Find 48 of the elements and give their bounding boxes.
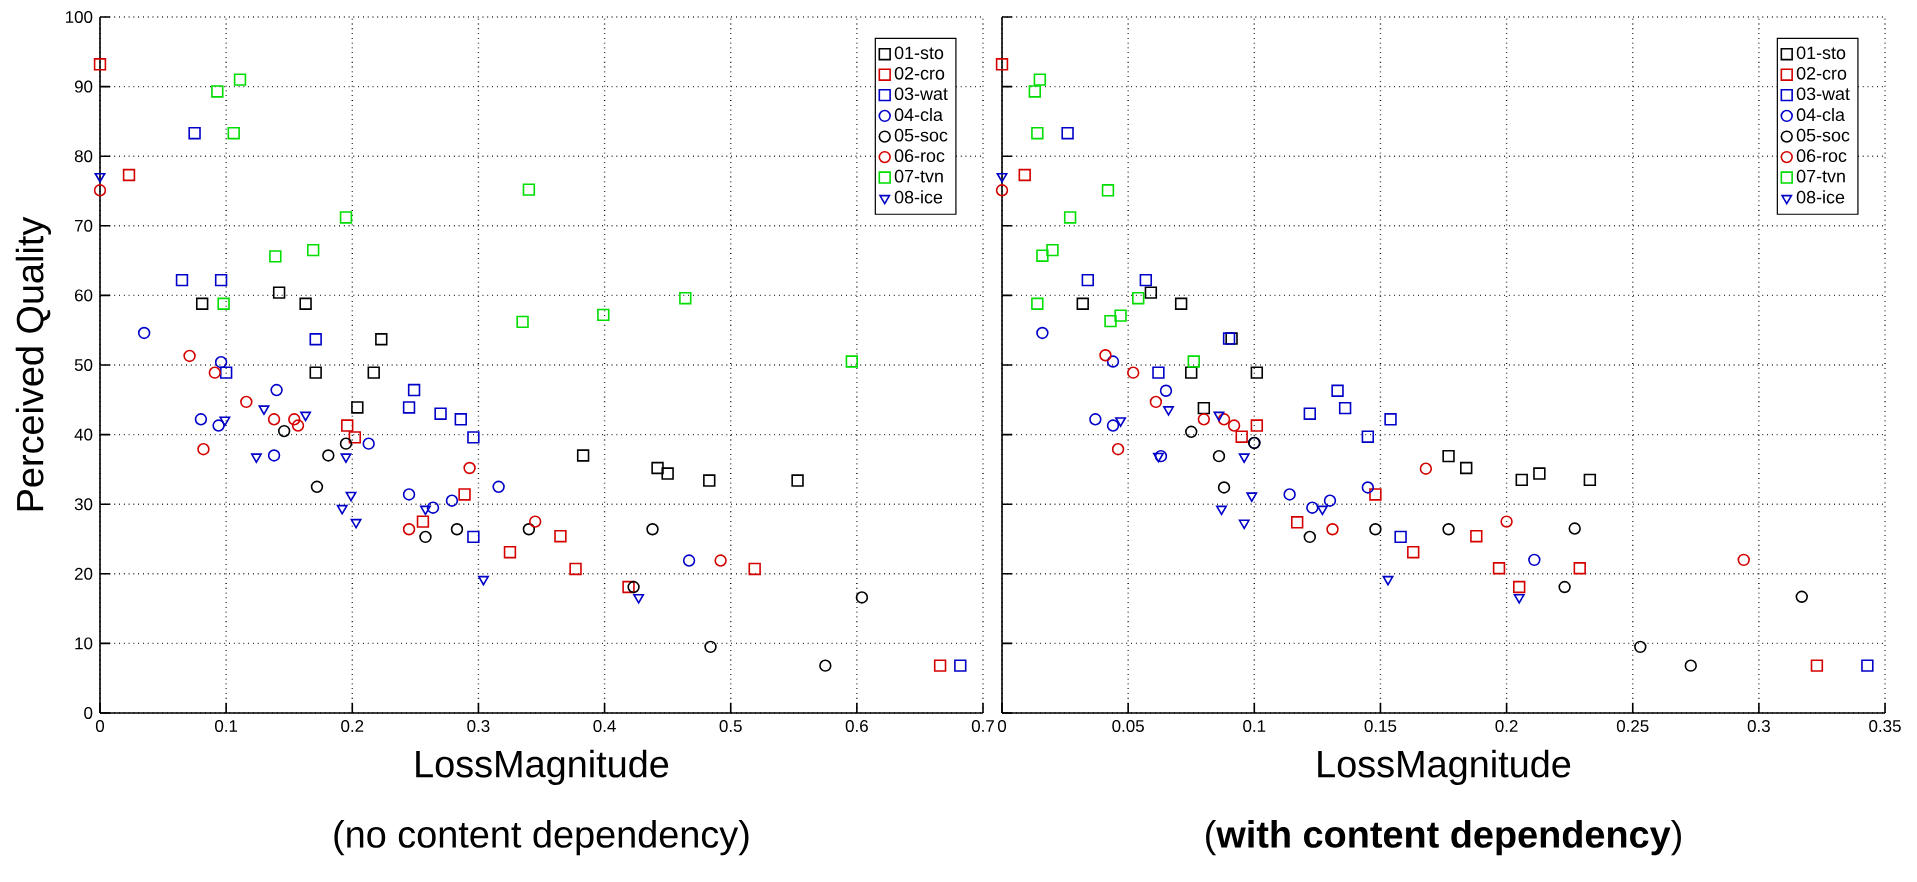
x-tick-label: 0.15: [1364, 720, 1397, 733]
x-tick-label: 0.35: [1869, 720, 1901, 733]
x-tick-label: 0.6: [845, 720, 868, 733]
legend-label: 05-soc: [1796, 128, 1850, 142]
legend-label: 04-cla: [894, 107, 943, 122]
legend-label: 08-ice: [894, 190, 943, 204]
legend-label: 08-ice: [1796, 190, 1845, 204]
legend-label: 07-tvn: [1796, 169, 1845, 183]
x-axis-title: LossMagnitude: [1318, 749, 1571, 785]
text: (with content dependency): [1206, 820, 1681, 856]
y-tick-label: 40: [74, 428, 93, 441]
y-tick-label: 80: [74, 150, 93, 163]
y-tick-label: 60: [75, 289, 93, 302]
y-tick-label: 90: [74, 80, 93, 93]
x-axis-title: LossMagnitude: [416, 749, 669, 785]
text: (no content dependency): [334, 820, 749, 856]
x-tick-label: 0.1: [1243, 720, 1266, 733]
y-tick-label: 100: [65, 11, 93, 23]
legend-label: 03-wat: [894, 87, 948, 101]
y-tick-label: 30: [74, 498, 93, 511]
legend-label: 05-soc: [894, 128, 948, 142]
x-tick-label: 0.5: [719, 720, 742, 733]
legend-label: 07-tvn: [894, 169, 943, 183]
legend-label: 01-sto: [1796, 46, 1846, 60]
y-tick-label: 70: [75, 219, 93, 232]
x-tick-label: 0.3: [1747, 720, 1770, 733]
y-tick-label: 10: [75, 637, 93, 650]
x-tick-label: 0.4: [593, 720, 616, 733]
legend-label: 06-roc: [894, 149, 945, 163]
legend-label: 01-sto: [894, 46, 944, 60]
x-tick-label: 0.3: [467, 720, 490, 733]
x-tick-label: 0.2: [1495, 720, 1518, 733]
y-axis-title: Perceived Quality: [15, 216, 52, 511]
x-tick-label: 0.05: [1112, 720, 1144, 733]
legend-label: 02-cro: [894, 66, 945, 80]
x-tick-label: 0.25: [1616, 720, 1649, 733]
legend-label: 04-cla: [1796, 107, 1845, 122]
x-tick-label: 0.2: [341, 720, 364, 733]
legend-label: 03-wat: [1796, 87, 1850, 101]
x-tick-label: 0: [997, 720, 1007, 733]
y-tick-label: 50: [74, 359, 93, 371]
legend-label: 06-roc: [1796, 149, 1847, 163]
x-tick-label: 0: [95, 720, 105, 733]
y-tick-label: 20: [74, 567, 93, 580]
legend-label: 02-cro: [1796, 66, 1847, 80]
x-tick-label: 0.7: [971, 720, 994, 733]
x-tick-label: 0.1: [215, 720, 238, 733]
y-tick-label: 0: [84, 707, 93, 719]
